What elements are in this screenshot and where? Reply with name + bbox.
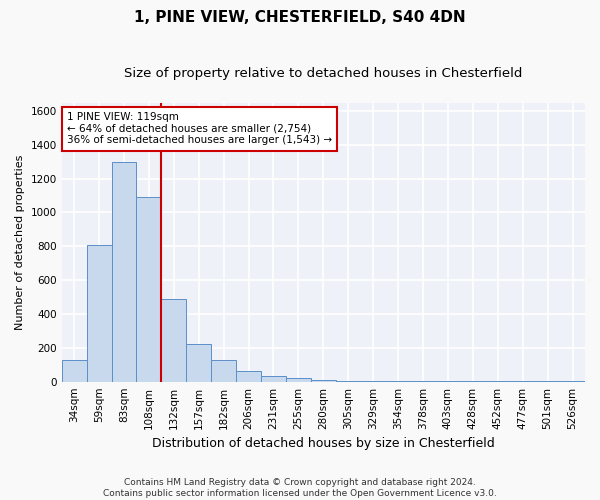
- Bar: [86, 244, 112, 382]
- Text: Contains HM Land Registry data © Crown copyright and database right 2024.
Contai: Contains HM Land Registry data © Crown c…: [103, 478, 497, 498]
- Text: 1 PINE VIEW: 119sqm
← 64% of detached houses are smaller (2,754)
36% of semi-det: 1 PINE VIEW: 119sqm ← 64% of detached ho…: [67, 112, 332, 146]
- Y-axis label: Number of detached properties: Number of detached properties: [15, 154, 25, 330]
- Bar: [161, 299, 186, 382]
- Bar: [361, 381, 386, 382]
- Bar: [410, 381, 436, 382]
- Bar: [62, 360, 86, 382]
- Bar: [136, 198, 161, 382]
- Bar: [436, 381, 460, 382]
- Bar: [386, 381, 410, 382]
- Text: 1, PINE VIEW, CHESTERFIELD, S40 4DN: 1, PINE VIEW, CHESTERFIELD, S40 4DN: [134, 10, 466, 25]
- Bar: [186, 344, 211, 382]
- X-axis label: Distribution of detached houses by size in Chesterfield: Distribution of detached houses by size …: [152, 437, 495, 450]
- Bar: [311, 380, 336, 382]
- Title: Size of property relative to detached houses in Chesterfield: Size of property relative to detached ho…: [124, 68, 523, 80]
- Bar: [236, 370, 261, 382]
- Bar: [261, 376, 286, 382]
- Bar: [112, 162, 136, 382]
- Bar: [336, 381, 361, 382]
- Bar: [211, 360, 236, 382]
- Bar: [286, 378, 311, 382]
